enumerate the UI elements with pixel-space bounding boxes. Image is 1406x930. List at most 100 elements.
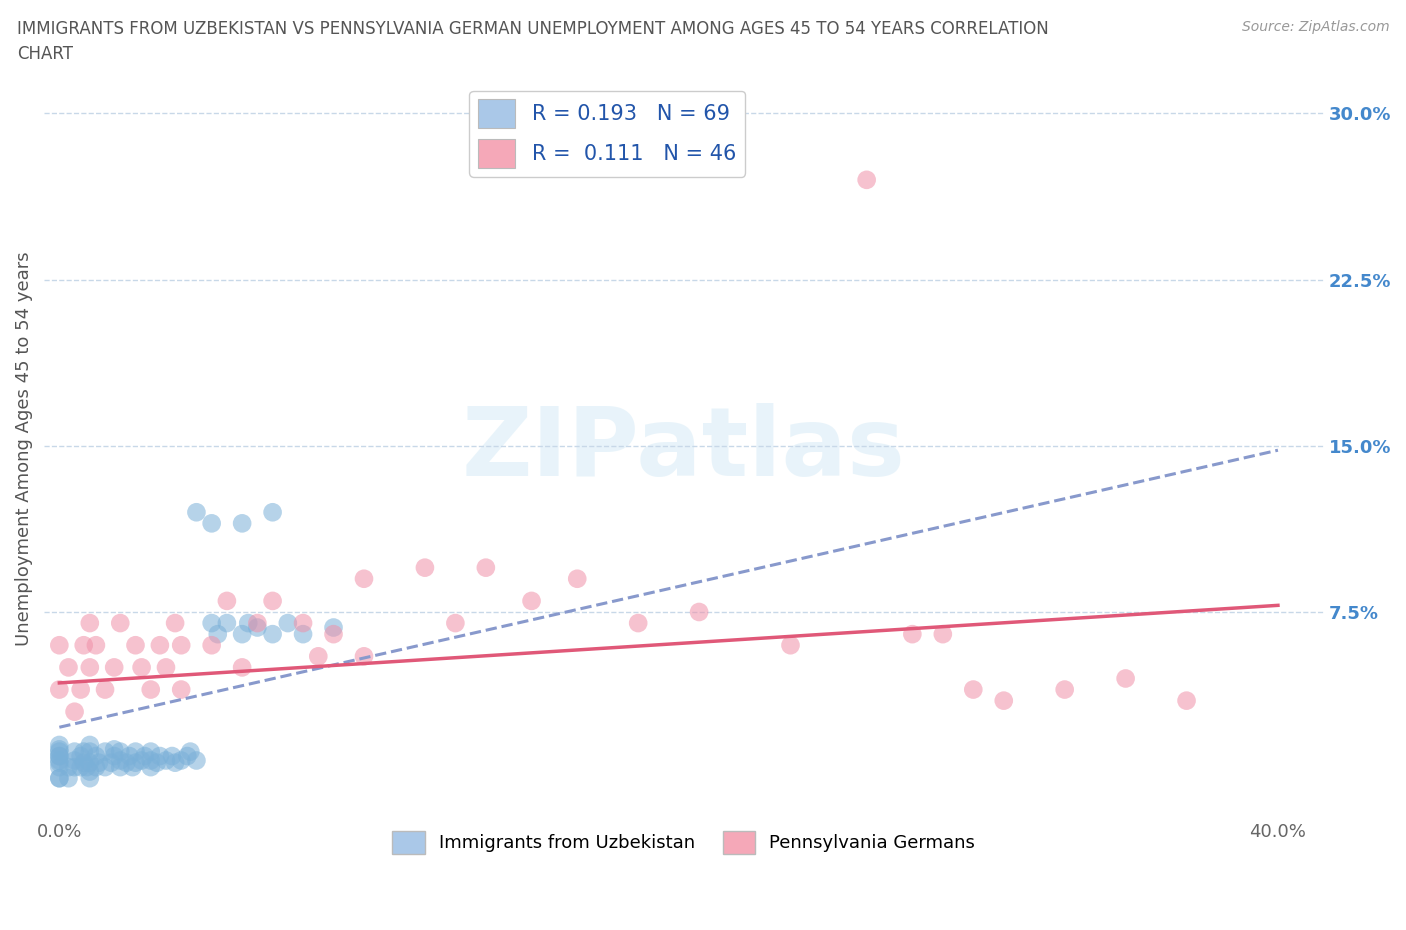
Point bbox=[444, 616, 467, 631]
Point bbox=[567, 571, 589, 586]
Point bbox=[84, 638, 107, 653]
Point bbox=[993, 693, 1015, 708]
Point bbox=[322, 620, 344, 635]
Point bbox=[201, 516, 224, 531]
Point bbox=[139, 753, 162, 768]
Point bbox=[160, 749, 183, 764]
Point bbox=[79, 771, 101, 786]
Point bbox=[69, 760, 91, 775]
Point bbox=[155, 753, 177, 768]
Point bbox=[103, 742, 125, 757]
Point bbox=[79, 744, 101, 759]
Point bbox=[94, 760, 117, 775]
Point bbox=[207, 627, 229, 642]
Point bbox=[186, 505, 208, 520]
Point bbox=[115, 755, 138, 770]
Point bbox=[103, 660, 125, 675]
Point bbox=[262, 593, 284, 608]
Point bbox=[932, 627, 955, 642]
Point bbox=[155, 660, 177, 675]
Point bbox=[962, 682, 984, 697]
Point bbox=[292, 627, 315, 642]
Point bbox=[246, 620, 269, 635]
Point bbox=[48, 771, 70, 786]
Point bbox=[58, 771, 80, 786]
Point bbox=[48, 755, 70, 770]
Point bbox=[1175, 693, 1198, 708]
Point bbox=[48, 737, 70, 752]
Point bbox=[73, 755, 96, 770]
Point bbox=[307, 649, 329, 664]
Point bbox=[79, 616, 101, 631]
Point bbox=[124, 638, 146, 653]
Point bbox=[246, 616, 269, 631]
Point bbox=[353, 571, 375, 586]
Point bbox=[110, 744, 132, 759]
Point bbox=[48, 749, 70, 764]
Point bbox=[131, 753, 153, 768]
Point bbox=[48, 744, 70, 759]
Point bbox=[69, 682, 91, 697]
Point bbox=[48, 742, 70, 757]
Point bbox=[110, 753, 132, 768]
Point bbox=[231, 660, 253, 675]
Point bbox=[48, 682, 70, 697]
Point bbox=[231, 627, 253, 642]
Point bbox=[146, 755, 169, 770]
Point bbox=[262, 627, 284, 642]
Text: Source: ZipAtlas.com: Source: ZipAtlas.com bbox=[1241, 20, 1389, 34]
Point bbox=[901, 627, 924, 642]
Point bbox=[63, 744, 86, 759]
Point bbox=[149, 638, 172, 653]
Point bbox=[215, 593, 238, 608]
Y-axis label: Unemployment Among Ages 45 to 54 years: Unemployment Among Ages 45 to 54 years bbox=[15, 252, 32, 646]
Point bbox=[131, 660, 153, 675]
Point bbox=[84, 749, 107, 764]
Point bbox=[110, 760, 132, 775]
Point bbox=[58, 760, 80, 775]
Point bbox=[118, 749, 141, 764]
Point bbox=[353, 649, 375, 664]
Point bbox=[58, 660, 80, 675]
Point bbox=[48, 771, 70, 786]
Point bbox=[262, 505, 284, 520]
Point bbox=[103, 749, 125, 764]
Point bbox=[627, 616, 650, 631]
Legend: Immigrants from Uzbekistan, Pennsylvania Germans: Immigrants from Uzbekistan, Pennsylvania… bbox=[385, 824, 983, 861]
Point bbox=[94, 744, 117, 759]
Point bbox=[292, 616, 315, 631]
Point bbox=[69, 749, 91, 764]
Point bbox=[48, 638, 70, 653]
Point bbox=[179, 744, 201, 759]
Text: ZIPatlas: ZIPatlas bbox=[463, 403, 905, 496]
Point bbox=[121, 760, 143, 775]
Point bbox=[134, 749, 156, 764]
Point bbox=[215, 616, 238, 631]
Point bbox=[63, 704, 86, 719]
Point bbox=[73, 638, 96, 653]
Point bbox=[124, 744, 146, 759]
Point bbox=[139, 682, 162, 697]
Point bbox=[87, 755, 110, 770]
Text: IMMIGRANTS FROM UZBEKISTAN VS PENNSYLVANIA GERMAN UNEMPLOYMENT AMONG AGES 45 TO : IMMIGRANTS FROM UZBEKISTAN VS PENNSYLVAN… bbox=[17, 20, 1049, 38]
Point bbox=[176, 749, 198, 764]
Point bbox=[855, 172, 877, 187]
Point bbox=[48, 753, 70, 768]
Point bbox=[238, 616, 260, 631]
Point bbox=[201, 616, 224, 631]
Point bbox=[1053, 682, 1076, 697]
Text: CHART: CHART bbox=[17, 45, 73, 62]
Point bbox=[63, 753, 86, 768]
Point bbox=[201, 638, 224, 653]
Point bbox=[688, 604, 710, 619]
Point bbox=[63, 760, 86, 775]
Point bbox=[48, 760, 70, 775]
Point bbox=[94, 682, 117, 697]
Point bbox=[170, 682, 193, 697]
Point bbox=[277, 616, 299, 631]
Point bbox=[79, 755, 101, 770]
Point bbox=[1115, 671, 1137, 686]
Point bbox=[139, 744, 162, 759]
Point bbox=[520, 593, 543, 608]
Point bbox=[124, 755, 146, 770]
